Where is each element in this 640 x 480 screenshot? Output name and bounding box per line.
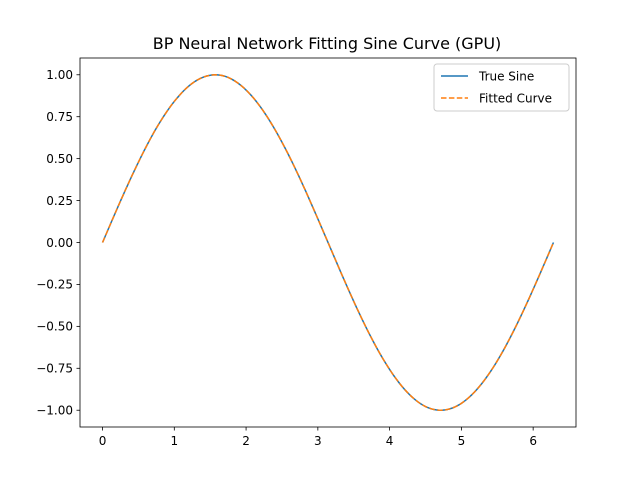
y-tick-label: −0.25 [36, 278, 73, 292]
y-tick-label: 1.00 [46, 68, 73, 82]
y-tick-label: −1.00 [36, 404, 73, 418]
axes-layer: 0 1 2 3 4 5 6 −1.00 −0.75 −0.50 −0.25 0.00 0.25 0.50 0… [36, 57, 577, 448]
y-tick-label: 0.25 [46, 194, 73, 208]
y-tick-label: 0.00 [46, 236, 73, 250]
legend-label-true-sine: True Sine [478, 69, 534, 83]
legend-label-fitted-curve: Fitted Curve [479, 91, 552, 105]
y-tick-label: 0.75 [46, 110, 73, 124]
y-tick-label: 0.50 [46, 152, 73, 166]
x-tick-label: 6 [529, 434, 537, 448]
x-tick-label: 0 [99, 434, 107, 448]
legend: True Sine Fitted Curve [433, 63, 570, 112]
y-tick-label: −0.75 [36, 362, 73, 376]
x-tick-label: 1 [170, 434, 178, 448]
x-tick-label: 3 [314, 434, 322, 448]
chart-title: BP Neural Network Fitting Sine Curve (GP… [153, 34, 502, 53]
x-tick-label: 2 [242, 434, 250, 448]
x-tick-label: 4 [386, 434, 394, 448]
y-tick-label: −0.50 [36, 320, 73, 334]
series-layer [101, 74, 555, 411]
x-tick-label: 5 [458, 434, 466, 448]
series-line-fitted-curve [101, 74, 555, 411]
